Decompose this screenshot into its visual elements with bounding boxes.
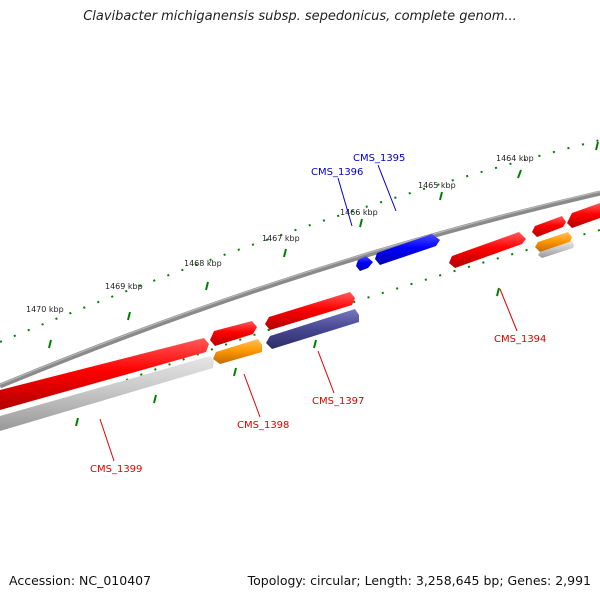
gene-label-cms1399[interactable]: CMS_1399 — [90, 464, 142, 475]
scale-label-1470: 1470 kbp — [26, 305, 64, 314]
gene-cms1397-fwd-arrow[interactable] — [265, 292, 355, 330]
map-title: Clavibacter michiganensis subsp. sepedon… — [83, 9, 517, 24]
gene-cms1394-arrow[interactable] — [449, 232, 526, 268]
leader-lines — [99, 164, 518, 462]
gene-label-cms1397[interactable]: CMS_1397 — [312, 396, 364, 407]
scale-label-1469: 1469 kbp — [105, 282, 143, 291]
scale-label-1464: 1464 kbp — [496, 154, 534, 163]
gene-cms1399-arrow[interactable] — [0, 338, 209, 410]
gene-cms1393-arrow[interactable] — [532, 216, 566, 237]
major-ticks — [48, 141, 599, 427]
gene-cms1398-fwd-arrow[interactable] — [210, 321, 257, 346]
scale-label-1468: 1468 kbp — [184, 259, 222, 268]
genome-backbone — [0, 190, 600, 389]
gene-label-cms1394[interactable]: CMS_1394 — [494, 334, 546, 345]
gene-cms1392-arrow[interactable] — [567, 203, 600, 228]
scale-label-1465: 1465 kbp — [418, 181, 456, 190]
gene-cms1397-arrow[interactable] — [266, 309, 359, 349]
accession-label: Accession: NC_010407 — [9, 573, 152, 588]
gene-cms1398-arrow[interactable] — [213, 339, 262, 364]
gene-label-cms1395[interactable]: CMS_1395 — [353, 153, 405, 164]
scale-label-1466: 1466 kbp — [340, 208, 378, 217]
gene-label-cms1398[interactable]: CMS_1398 — [237, 420, 289, 431]
scale-label-1467: 1467 kbp — [262, 234, 300, 243]
gene-label-cms1396[interactable]: CMS_1396 — [311, 167, 363, 178]
gene-cms1393-rev-arrow[interactable] — [535, 232, 572, 252]
outer-tick-ring — [0, 139, 600, 343]
genome-summary-label: Topology: circular; Length: 3,258,645 bp… — [247, 573, 591, 588]
gene-cms1393-gray-arrow[interactable] — [538, 241, 574, 258]
genome-backbone-highlight — [0, 190, 600, 386]
gene-cms1399-gray-arrow[interactable] — [0, 356, 214, 431]
gene-cms1395-arrow[interactable] — [375, 234, 440, 265]
gene-cms1396-arrow[interactable] — [356, 256, 373, 271]
